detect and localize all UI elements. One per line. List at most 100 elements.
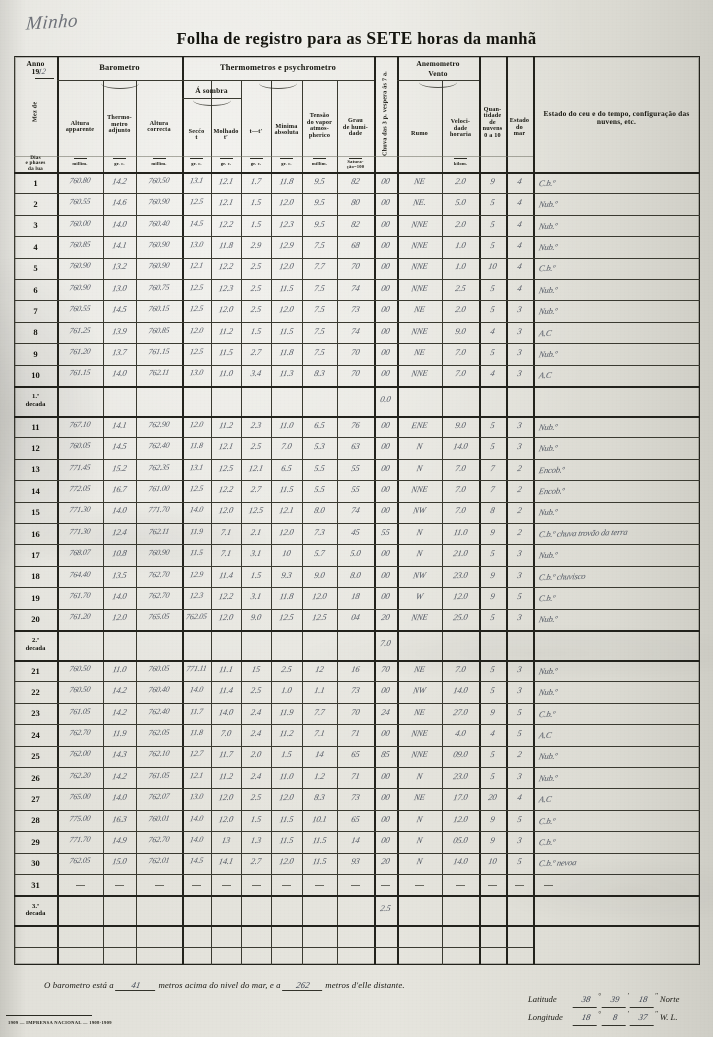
cell-value: 771.45: [68, 462, 92, 472]
cell-value: 760.90: [147, 196, 171, 207]
cell-value: 71: [350, 727, 361, 739]
cell-value: 9.5: [313, 218, 326, 229]
latitude-seconds: 18: [629, 991, 657, 1008]
row-day-number: 10: [31, 370, 40, 381]
cell-value: 5: [489, 346, 496, 357]
cell-value: 00: [380, 462, 391, 473]
barometro-swash-ornament: [100, 82, 139, 89]
cell-value: 00: [380, 791, 391, 803]
grid-hline: [14, 788, 700, 790]
cell-value: 12.0: [111, 612, 128, 623]
cell-value: 762.20: [68, 770, 92, 781]
cell-value: 11.5: [278, 325, 295, 336]
grid-hline: [14, 214, 700, 216]
year-handwritten: 12: [37, 66, 47, 77]
grid-vline: [397, 56, 399, 965]
cell-value: 4: [516, 197, 523, 208]
cell-value: 760.90: [68, 282, 92, 293]
col-unit-molhado: gr. c.: [220, 161, 232, 167]
cell-value: 762.35: [147, 462, 171, 472]
year-underline: [35, 78, 54, 79]
cell-value: 12.1: [189, 261, 204, 271]
barometer-note: O barometro está a 41 metros acima do ni…: [44, 980, 405, 991]
decade-ordinal: 2.ª: [32, 637, 39, 645]
cell-value: 00: [380, 505, 391, 516]
barometer-note-part3: metros d'elle distante.: [325, 980, 405, 990]
cell-value: 14.0: [189, 834, 204, 845]
cell-value: 11.0: [111, 663, 128, 674]
cell-value: NE.: [412, 196, 427, 208]
row-day-number: 19: [31, 592, 40, 603]
cell-value: 762.05: [68, 855, 92, 866]
grid-hline: [14, 630, 700, 632]
cell-value: 771.70: [68, 834, 92, 845]
grid-hline: [14, 587, 700, 589]
cell-value: 15: [251, 663, 261, 674]
cell-value: 76: [350, 419, 361, 430]
cell-value: 2.5: [250, 440, 262, 452]
cell-value: 13: [221, 834, 231, 846]
cell-value: 760.85: [147, 325, 171, 335]
row-day-number: 24: [31, 729, 40, 740]
cell-value: 1.5: [250, 569, 262, 580]
empty-cell-dash: [154, 884, 164, 886]
latitude-minutes: 39: [601, 991, 629, 1008]
coordinates-block: Latitude 38 ° 39 ' 18 " Norte Longitude 18 °…: [528, 990, 679, 1026]
cell-value: NE: [413, 706, 426, 717]
cell-value: 14.3: [111, 749, 128, 760]
cell-value: 25.0: [452, 612, 469, 623]
cell-value: 13.0: [111, 282, 128, 293]
cell-value: NNE: [410, 612, 429, 623]
cell-value: 13.2: [111, 261, 128, 272]
empty-cell-dash: [221, 884, 231, 886]
cell-value: 775.00: [68, 813, 92, 823]
col-header-estado-ceu: Estado do ceu e do tempo, configuração d…: [543, 109, 690, 126]
cell-value: 3: [516, 685, 523, 696]
cell-value: N: [415, 440, 424, 452]
cell-value: 14.0: [189, 684, 204, 695]
cell-value: 11.5: [311, 856, 328, 867]
cell-value: 68: [350, 239, 361, 251]
empty-cell-dash: [115, 884, 124, 886]
subgroup-a-sombra: Á sombra: [195, 86, 228, 96]
cell-value: NW: [412, 684, 427, 696]
cell-value: 14.9: [111, 834, 128, 846]
grid-hline: [14, 480, 700, 482]
cell-value: 00: [380, 483, 391, 495]
cell-value: 21.0: [452, 547, 469, 559]
cell-value: 13.0: [189, 368, 204, 378]
decade-summary-label: 3.ª decada: [14, 895, 57, 925]
cell-value: 00: [380, 196, 391, 208]
cell-value: 12.0: [278, 791, 295, 803]
cell-value: 10.1: [311, 813, 328, 824]
cell-value: 00: [380, 419, 391, 430]
cell-value: 14.1: [111, 419, 128, 430]
cell-value: 70: [350, 261, 361, 272]
cell-value: 00: [380, 303, 391, 315]
cell-value: NW: [412, 569, 427, 580]
cell-value: 14.5: [189, 218, 204, 228]
cell-value: 2.0: [454, 303, 467, 315]
cell-value: 760.40: [147, 684, 171, 695]
cell-value: 12.5: [248, 505, 264, 516]
cell-value: 761.15: [147, 346, 171, 357]
cell-value: 65: [350, 813, 361, 824]
cell-value: 7.1: [313, 727, 326, 739]
cell-value: 13.0: [189, 791, 204, 802]
cell-value: 767.10: [68, 419, 92, 430]
cell-value: 14.1: [111, 239, 128, 251]
cell-value: 771.70: [147, 504, 171, 515]
cell-value: 00: [380, 261, 391, 272]
cell-value: 14.0: [111, 368, 128, 379]
cell-value: 5: [489, 419, 496, 430]
empty-cell-dash: [251, 884, 261, 886]
col-header-chuva: Chuva das 3 p. vespera ás 7 a.: [381, 71, 389, 157]
unit-dash-thermometro-adjunto: [113, 158, 126, 159]
cell-value: 762.70: [147, 590, 171, 601]
cell-value: 00: [380, 770, 391, 781]
col-unit-thermometro-adjunto: gr. c.: [114, 161, 125, 167]
cell-value: 13.0: [189, 239, 204, 250]
cell-value: 24: [380, 706, 391, 717]
vento-swash-ornament: [419, 81, 457, 88]
col-header-secco: Secćo t: [188, 127, 205, 141]
